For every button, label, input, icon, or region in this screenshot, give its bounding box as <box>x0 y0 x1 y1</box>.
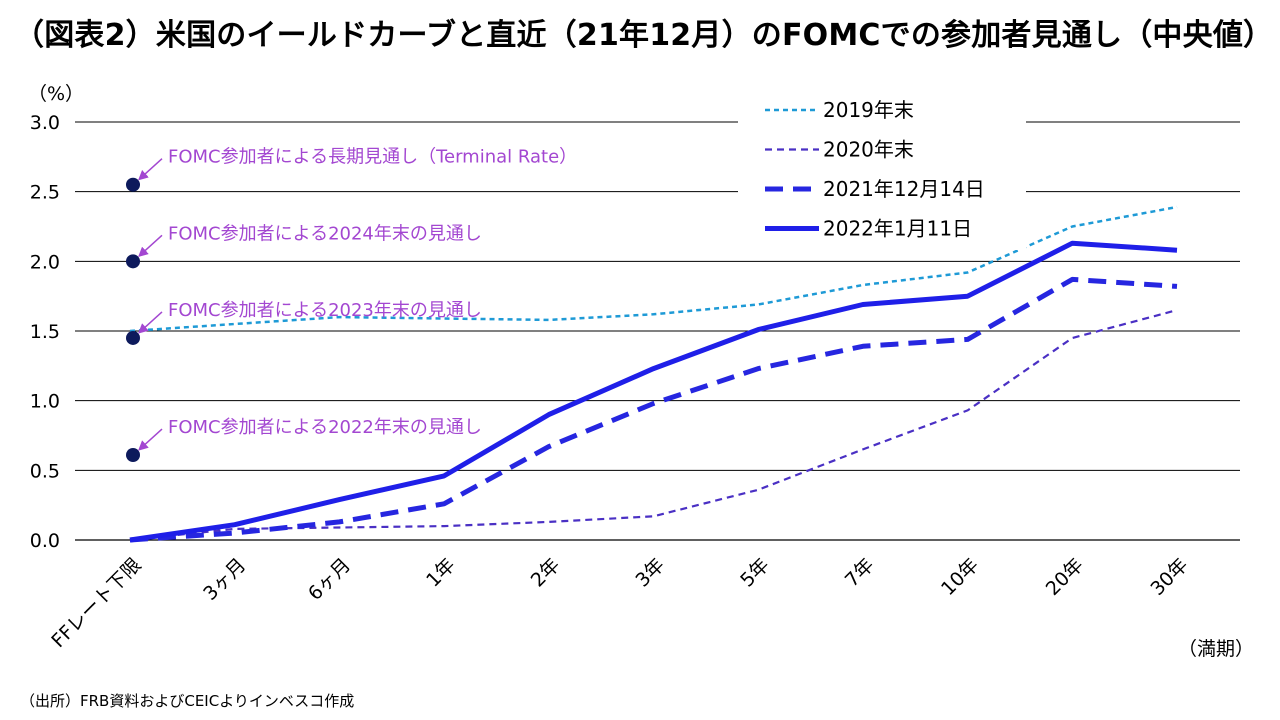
projection-dot <box>126 448 140 463</box>
projection-label: FOMC参加者による長期見通し（Terminal Rate） <box>168 147 577 168</box>
legend-label: 2022年1月11日 <box>823 217 972 241</box>
series-line-2 <box>129 276 1178 543</box>
x-tick-label: 20年 <box>1042 554 1088 600</box>
series-line-3 <box>129 240 1178 543</box>
x-tick-label: 2年 <box>527 554 565 592</box>
projection-dot <box>126 177 140 192</box>
projection-arrow <box>138 311 163 334</box>
x-tick-label: FFレート下限 <box>47 554 145 652</box>
y-tick-label: 3.0 <box>30 112 60 134</box>
projection-label: FOMC参加者による2022年末の見通し <box>168 417 482 438</box>
legend-box <box>738 90 1026 250</box>
y-tick-label: 2.5 <box>30 182 60 204</box>
series-lines <box>129 205 1178 543</box>
x-tick-label: 3ヶ月 <box>199 554 250 605</box>
projection-label: FOMC参加者による2024年末の見通し <box>168 223 482 244</box>
legend-label: 2019年末 <box>823 98 914 122</box>
gridlines <box>75 121 1240 541</box>
y-tick-label: 0.5 <box>30 460 60 482</box>
x-tick-label: 6ヶ月 <box>304 554 355 605</box>
projection-arrow <box>138 428 163 451</box>
x-tick-label: 10年 <box>937 554 983 600</box>
series-line-0 <box>129 205 1178 333</box>
chart-title: （図表2）米国のイールドカーブと直近（21年12月）のFOMCでの参加者見通し（… <box>14 18 1274 53</box>
projection-label: FOMC参加者による2023年末の見通し <box>168 300 482 321</box>
x-tick-label: 3年 <box>631 554 669 592</box>
y-tick-label: 2.0 <box>30 251 60 273</box>
x-tick-label: 1年 <box>422 554 460 592</box>
projection-arrow <box>138 234 163 258</box>
projection-arrow <box>138 158 163 181</box>
x-axis-ticks: FFレート下限 3ヶ月 6ヶ月 1年 2年 3年 5年 7年 10年 20年 30年 <box>47 554 1192 652</box>
legend-label: 2020年末 <box>823 138 914 162</box>
legend: 2019年末 2020年末 2021年12月14日 2022年1月11日 <box>738 90 1026 250</box>
y-tick-label: 1.0 <box>30 391 60 413</box>
x-tick-label: 5年 <box>736 554 774 592</box>
x-axis-label: （満期） <box>1178 638 1254 660</box>
legend-label: 2021年12月14日 <box>823 177 985 201</box>
source-note: （出所）FRB資料およびCEICよりインベスコ作成 <box>20 692 355 710</box>
projection-dot <box>126 254 140 269</box>
fomc-projections: FOMC参加者による長期見通し（Terminal Rate） FOMC参加者による… <box>126 147 577 463</box>
x-tick-label: 7年 <box>841 554 879 592</box>
y-axis-label: （%） <box>28 83 84 105</box>
y-tick-label: 1.5 <box>30 321 60 343</box>
x-tick-label: 30年 <box>1146 554 1192 600</box>
projection-dot <box>126 330 140 345</box>
y-tick-label: 0.0 <box>30 530 60 552</box>
y-axis-ticks: 0.0 0.5 1.0 1.5 2.0 2.5 3.0 <box>30 112 60 552</box>
